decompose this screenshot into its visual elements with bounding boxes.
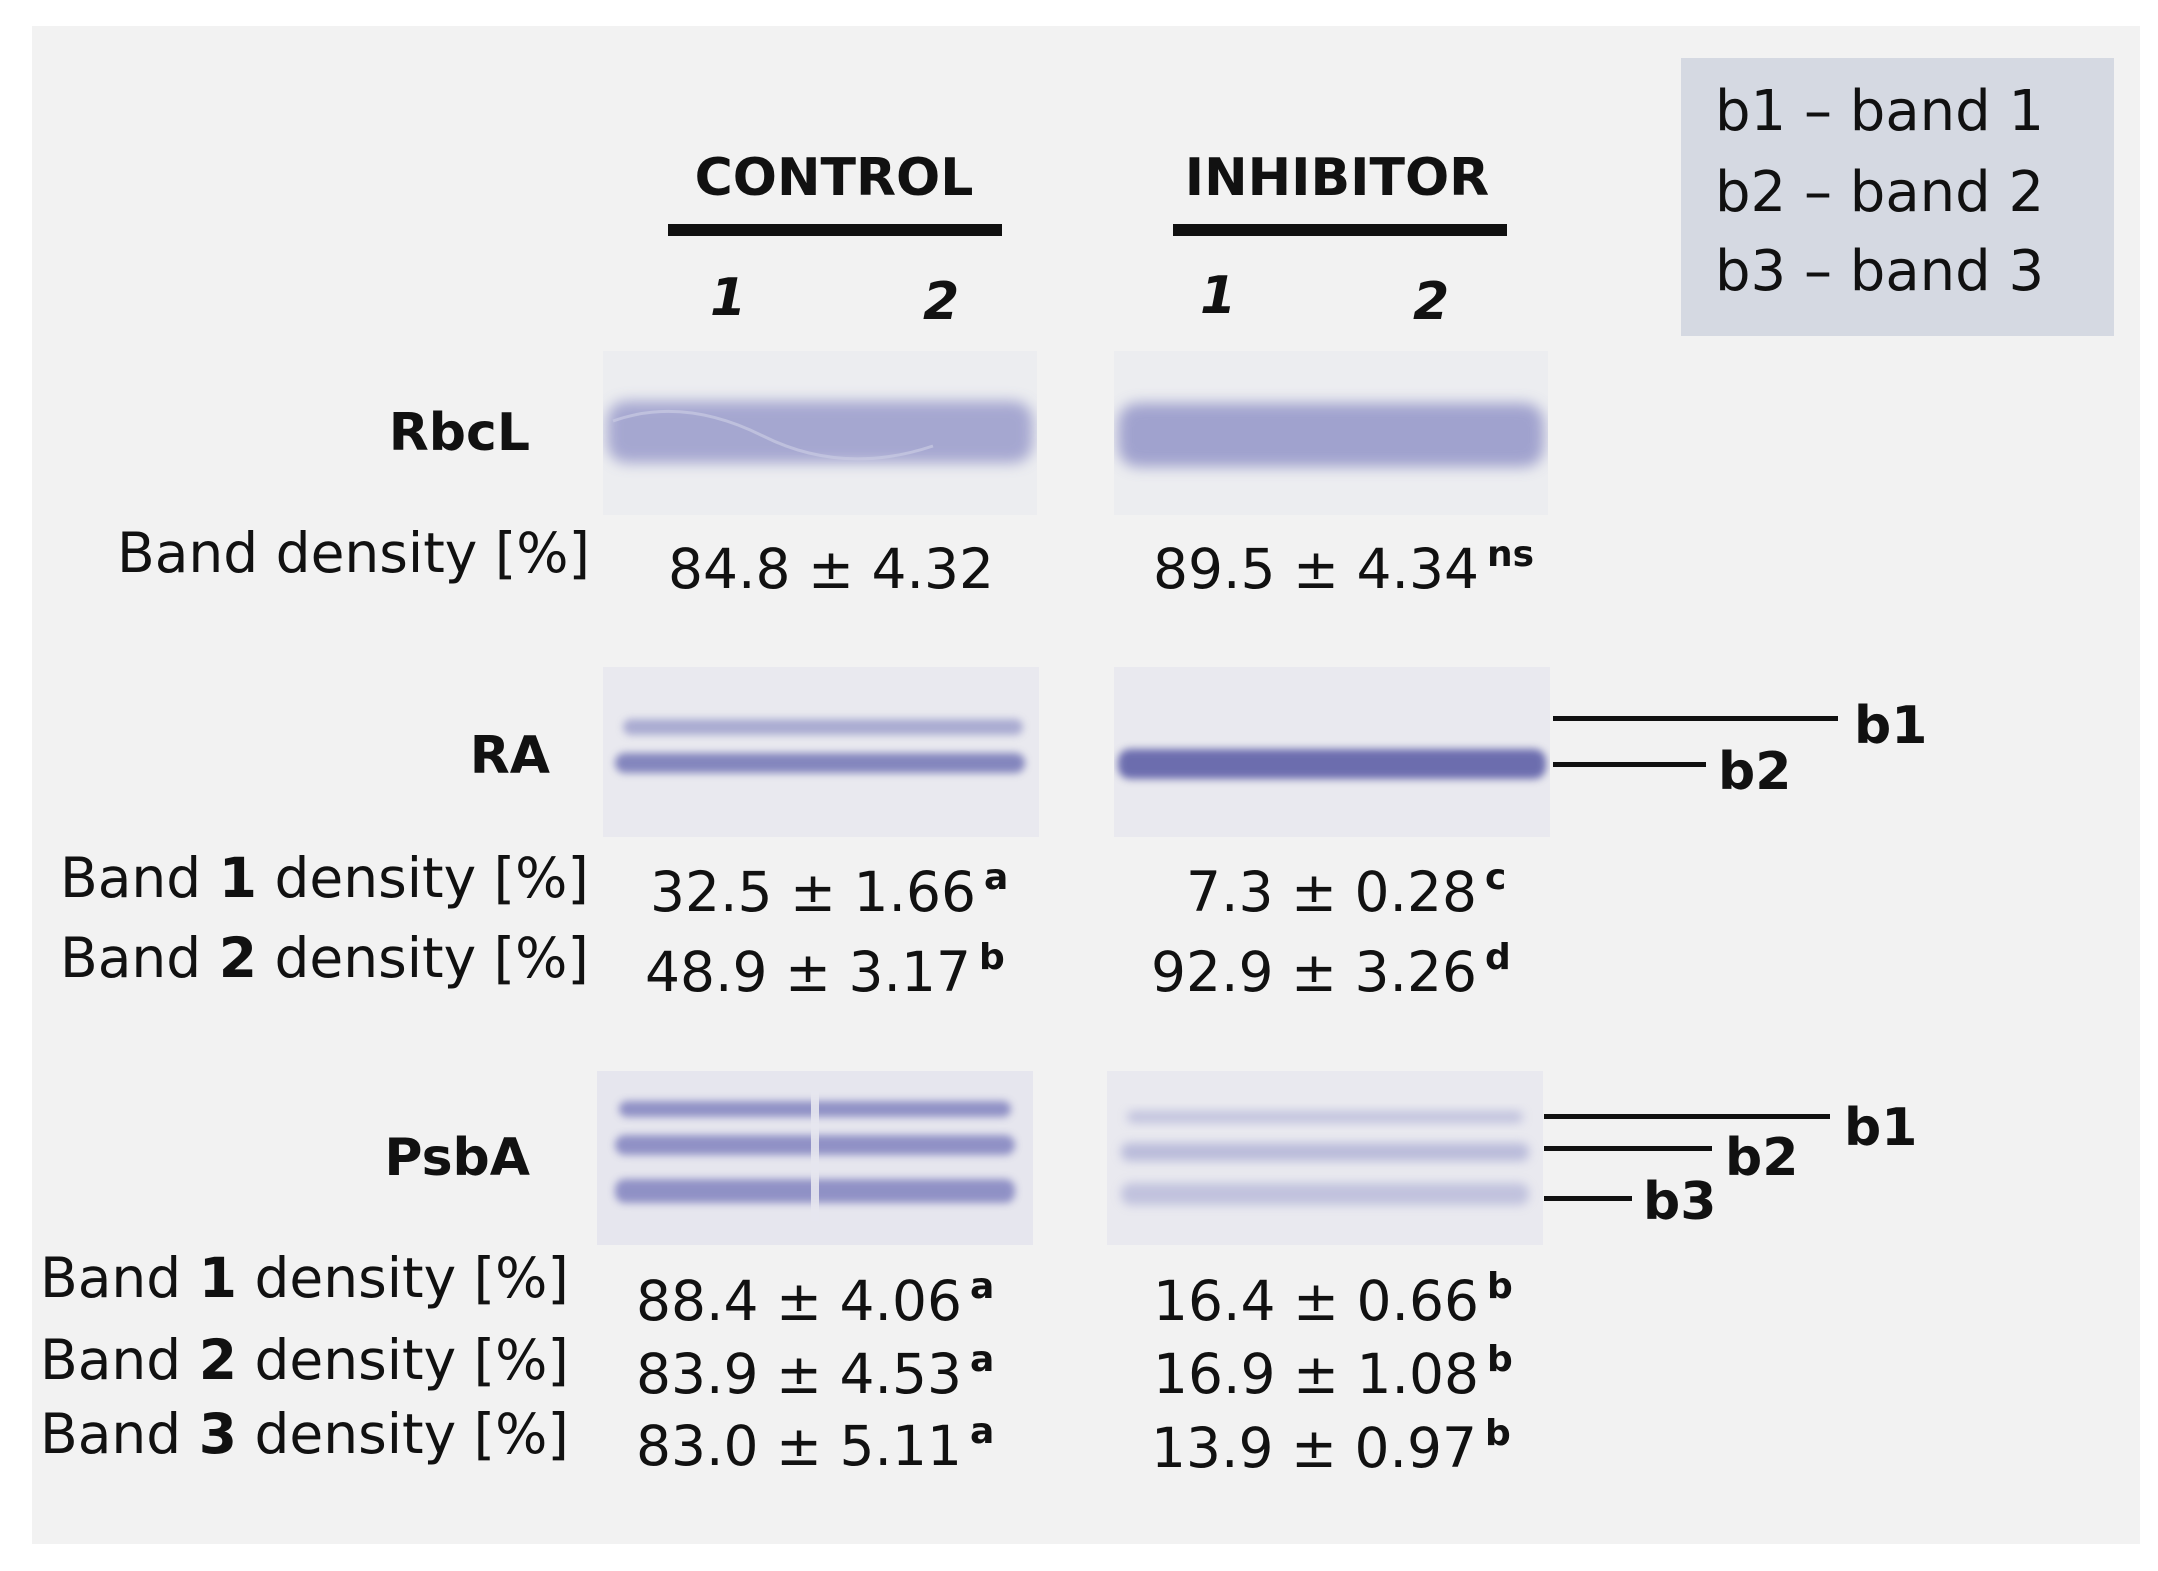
metric-band-number: 1: [218, 846, 257, 910]
psba-band3-control-value: 83.0 ± 5.11 a: [636, 1400, 994, 1478]
metric-text: Band: [60, 926, 219, 990]
value-text: 83.0 ± 5.11: [636, 1414, 962, 1478]
metric-band-number: 1: [198, 1246, 237, 1310]
rbcl-label: RbcL: [388, 403, 530, 463]
ra-label: RA: [469, 726, 550, 786]
metric-text: Band: [40, 1328, 199, 1392]
psba-band2-inhibitor-value: 16.9 ± 1.08 b: [1153, 1328, 1513, 1406]
value-text: 32.5 ± 1.66: [650, 860, 976, 924]
control-group-bar: [668, 224, 1002, 236]
legend-item-b2: b2 – band 2: [1715, 160, 2045, 225]
ra-band2-inhibitor-value: 92.9 ± 3.26 d: [1151, 926, 1511, 1004]
ra-inhibitor-blot: [1114, 667, 1550, 837]
psba-marker-line-b3: [1544, 1196, 1632, 1201]
rbcl-control-blot: [603, 351, 1037, 515]
ra-control-blot: [603, 667, 1039, 837]
value-text: 16.4 ± 0.66: [1153, 1269, 1479, 1333]
metric-text: Band: [40, 1246, 199, 1310]
psba-control-blot: [597, 1071, 1033, 1245]
ra-metric-band2-label: Band 2 density [%]: [60, 926, 589, 990]
value-text: 13.9 ± 0.97: [1151, 1416, 1477, 1480]
metric-text-suffix: density [%]: [256, 926, 589, 990]
metric-text-suffix: density [%]: [236, 1328, 569, 1392]
psba-marker-b1: b1: [1844, 1098, 1918, 1158]
metric-text-suffix: density [%]: [256, 846, 589, 910]
rbcl-inhibitor-blot: [1114, 351, 1548, 515]
metric-text: Band: [40, 1402, 199, 1466]
metric-band-number: 2: [218, 926, 257, 990]
value-text: 16.9 ± 1.08: [1153, 1342, 1479, 1406]
value-text: 84.8 ± 4.32: [668, 537, 994, 601]
rbcl-inhibitor-value: 89.5 ± 4.34 ns: [1153, 523, 1534, 601]
legend-item-b3: b3 – band 3: [1715, 239, 2045, 304]
ra-band1-inhibitor-value: 7.3 ± 0.28 c: [1186, 846, 1506, 924]
ra-band2-control-value: 48.9 ± 3.17 b: [645, 926, 1005, 1004]
value-text: 92.9 ± 3.26: [1151, 940, 1477, 1004]
psba-marker-line-b2: [1544, 1146, 1712, 1151]
rbcl-metric-label: Band density [%]: [100, 521, 590, 585]
significance-letter: a: [983, 857, 1009, 898]
significance-letter: a: [969, 1339, 995, 1380]
control-lane-1: 1: [710, 268, 747, 328]
metric-text-suffix: density [%]: [236, 1402, 569, 1466]
value-text: 48.9 ± 3.17: [645, 940, 971, 1004]
inhibitor-group-title: INHIBITOR: [1184, 148, 1490, 208]
metric-band-number: 2: [198, 1328, 237, 1392]
metric-text: Band density [%]: [116, 521, 590, 585]
significance-letter: a: [969, 1411, 995, 1452]
ra-band1-control-value: 32.5 ± 1.66 a: [650, 846, 1008, 924]
psba-inhibitor-blot: [1107, 1071, 1543, 1245]
psba-metric-band3-label: Band 3 density [%]: [40, 1402, 569, 1466]
legend-item-b1: b1 – band 1: [1715, 79, 2045, 144]
inhibitor-lane-2: 2: [1413, 272, 1450, 332]
inhibitor-lane-1: 1: [1200, 266, 1237, 326]
significance-letter: b: [1486, 1266, 1513, 1307]
psba-band3-inhibitor-value: 13.9 ± 0.97 b: [1151, 1402, 1511, 1480]
psba-label: PsbA: [384, 1128, 530, 1188]
ra-metric-band1-label: Band 1 density [%]: [60, 846, 589, 910]
psba-marker-line-b1: [1544, 1114, 1830, 1119]
significance-letter: a: [969, 1266, 995, 1307]
ra-marker-line-b1: [1553, 716, 1838, 721]
value-text: 88.4 ± 4.06: [636, 1269, 962, 1333]
significance-letter: ns: [1486, 534, 1535, 575]
psba-band1-control-value: 88.4 ± 4.06 a: [636, 1255, 994, 1333]
psba-band1-inhibitor-value: 16.4 ± 0.66 b: [1153, 1255, 1513, 1333]
ra-marker-line-b2: [1553, 762, 1706, 767]
ra-marker-b2: b2: [1718, 742, 1792, 802]
significance-letter: b: [1484, 1413, 1511, 1454]
psba-metric-band2-label: Band 2 density [%]: [40, 1328, 569, 1392]
metric-text: Band: [60, 846, 219, 910]
value-text: 7.3 ± 0.28: [1186, 860, 1477, 924]
control-group-title: CONTROL: [694, 148, 974, 208]
significance-letter: d: [1484, 937, 1511, 978]
significance-letter: b: [1486, 1339, 1513, 1380]
psba-marker-b3: b3: [1643, 1172, 1717, 1232]
control-lane-2: 2: [923, 272, 960, 332]
significance-letter: c: [1484, 857, 1507, 898]
psba-metric-band1-label: Band 1 density [%]: [40, 1246, 569, 1310]
rbcl-control-value: 84.8 ± 4.32: [668, 523, 1002, 601]
ra-marker-b1: b1: [1854, 696, 1928, 756]
value-text: 89.5 ± 4.34: [1153, 537, 1479, 601]
psba-band2-control-value: 83.9 ± 4.53 a: [636, 1328, 994, 1406]
psba-marker-b2: b2: [1725, 1128, 1799, 1188]
band-legend: b1 – band 1 b2 – band 2 b3 – band 3: [1681, 58, 2114, 336]
inhibitor-group-bar: [1173, 224, 1507, 236]
significance-letter: b: [978, 937, 1005, 978]
metric-band-number: 3: [198, 1402, 237, 1466]
value-text: 83.9 ± 4.53: [636, 1342, 962, 1406]
metric-text-suffix: density [%]: [236, 1246, 569, 1310]
